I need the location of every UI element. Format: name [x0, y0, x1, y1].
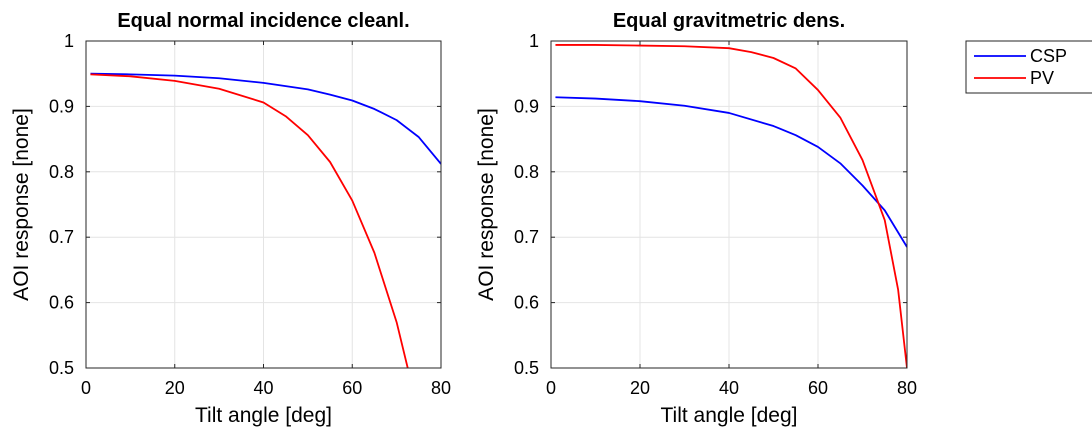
y-tick-label: 0.6: [514, 293, 539, 313]
x-axis-label: Tilt angle [deg]: [661, 404, 798, 427]
x-tick-label: 20: [630, 378, 650, 398]
x-tick-label: 0: [81, 378, 91, 398]
y-tick-label: 0.7: [49, 227, 74, 247]
x-tick-label: 80: [897, 378, 917, 398]
y-tick-label: 0.5: [49, 358, 74, 378]
x-tick-label: 40: [253, 378, 273, 398]
chart-title: Equal gravitmetric dens.: [613, 10, 845, 32]
y-tick-label: 1: [64, 31, 74, 51]
chart-panel-2: 0 20 40 60 80 0.5 0.6 0.7 0.8 0.9 1 Equal gravitmet…: [475, 10, 1092, 427]
x-tick-label: 40: [719, 378, 739, 398]
y-tick-label: 0.7: [514, 227, 539, 247]
y-tick-label: 0.9: [49, 96, 74, 116]
x-tick-label: 80: [431, 378, 451, 398]
y-tick-label: 0.8: [49, 162, 74, 182]
legend-label-csp: CSP: [1030, 46, 1067, 66]
y-tick-label: 0.9: [514, 96, 539, 116]
chart-panel-1: 0 20 40 60 80 0.5 0.6 0.7 0.8 0.9 1 Equal normal in…: [10, 10, 451, 427]
x-axis-label: Tilt angle [deg]: [195, 404, 332, 427]
x-tick-label: 60: [342, 378, 362, 398]
y-tick-label: 0.6: [49, 293, 74, 313]
y-tick-label: 0.8: [514, 162, 539, 182]
x-tick-label: 60: [808, 378, 828, 398]
legend-label-pv: PV: [1030, 68, 1054, 88]
series-line-csp: [555, 96, 907, 248]
series-line-csp: [90, 72, 441, 165]
x-tick-label: 0: [546, 378, 556, 398]
y-tick-label: 1: [529, 31, 539, 51]
legend-box: [965, 40, 1092, 94]
y-tick-label: 0.5: [514, 358, 539, 378]
y-axis-label: AOI response [none]: [10, 108, 33, 301]
chart-title: Equal normal incidence cleanl.: [117, 10, 409, 32]
x-tick-label: 20: [165, 378, 185, 398]
series-line-pv: [90, 73, 409, 368]
series-line-pv: [555, 44, 907, 368]
y-axis-label: AOI response [none]: [475, 108, 498, 301]
